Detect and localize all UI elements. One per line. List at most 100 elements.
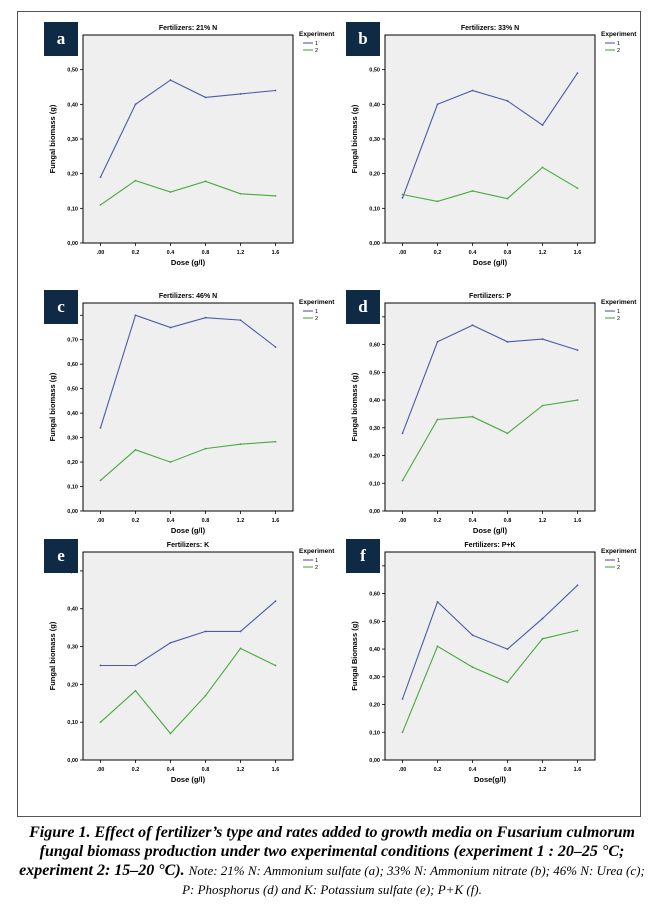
data-point	[471, 415, 474, 418]
data-point	[576, 187, 579, 190]
y-tick-label: 0,30	[369, 426, 380, 432]
legend-entry: 2	[617, 48, 620, 54]
data-point	[99, 721, 102, 724]
x-tick-label: .00	[399, 250, 407, 256]
data-point	[576, 349, 579, 352]
data-point	[99, 203, 102, 206]
series-line-1	[401, 72, 578, 199]
legend-title: Experiment	[299, 31, 335, 38]
figure-frame: Fertilizers: 21% N 0,00 0,10 0,20 0,30 0,40 0,…	[17, 11, 641, 817]
x-tick-label: 0.2	[434, 250, 442, 256]
y-axis-label: Fungal biomass (g)	[48, 621, 57, 690]
x-tick-label: 1.6	[574, 767, 582, 773]
y-tick-label: 0,50	[369, 370, 380, 376]
series-line-2	[100, 179, 276, 206]
panel-letter-badge: f	[346, 539, 380, 573]
data-point	[506, 681, 509, 684]
data-point	[239, 192, 242, 195]
data-point	[506, 197, 509, 200]
series-line-2	[402, 399, 578, 481]
data-point	[401, 479, 404, 482]
x-tick-label: 0.8	[202, 767, 210, 773]
x-tick-label: 0.4	[469, 518, 478, 524]
plot-area	[82, 34, 294, 244]
series-line-2	[100, 647, 276, 735]
x-tick-label: 1.6	[272, 250, 280, 256]
chart-d: Fertilizers: P 0,00 0,10 0,20 0,30 0,40 0,50 0,…	[350, 293, 637, 535]
series-line-1	[401, 324, 578, 434]
data-point	[274, 89, 277, 92]
x-tick-label: 0.4	[469, 250, 478, 256]
data-point	[576, 399, 579, 401]
x-tick-label: 0.4	[167, 767, 176, 773]
y-tick-label: 0,30	[67, 645, 78, 651]
panel-d: Fertilizers: P 0,00 0,10 0,20 0,30 0,40 0,50 0,…	[330, 285, 637, 541]
y-tick-label: 0,30	[369, 675, 380, 681]
x-tick-label: 1.2	[237, 518, 245, 524]
y-tick-label: 0,50	[67, 68, 78, 74]
chart-c: Fertilizers: 46% N 0,00 0,10 0,20 0,30 0,40 0,…	[48, 293, 335, 535]
y-tick-label: 0,40	[67, 607, 78, 613]
x-axis-label: Dose (g/l)	[473, 526, 508, 535]
x-tick-label: 1.6	[574, 250, 582, 256]
data-point	[99, 426, 102, 429]
data-point	[541, 124, 544, 127]
caption-note-text: Note: 21% N: Ammonium sulfate (a); 33% N…	[182, 863, 645, 897]
panel-e: Fertilizers: K0,000,100,200,300,400,50.0…	[28, 534, 335, 790]
data-point	[204, 180, 207, 183]
data-point	[169, 191, 172, 193]
data-point	[576, 584, 579, 587]
panel-letter-badge: e	[44, 539, 78, 573]
plot-area	[82, 551, 294, 761]
y-tick-label: 0,20	[67, 172, 78, 178]
panel-f: Fertilizers: P+K 0,00 0,10 0,20 0,30 0,40 0,50…	[330, 534, 637, 790]
y-tick-label: 0,00	[369, 758, 380, 764]
panel-letter-badge: c	[44, 290, 78, 324]
data-point	[576, 629, 579, 632]
legend-title: Experiment	[601, 299, 637, 306]
data-point	[99, 479, 102, 482]
x-tick-label: 0.4	[167, 518, 176, 524]
series-line-1	[100, 600, 276, 667]
x-tick-label: 1.6	[272, 767, 280, 773]
legend-entry: 2	[315, 48, 318, 54]
data-point	[401, 731, 404, 734]
y-tick-label: 0,50	[67, 387, 78, 393]
y-tick-label: 0,60	[369, 343, 380, 349]
legend-entry: 1	[617, 558, 620, 564]
y-tick-label: 0,10	[67, 485, 78, 491]
data-point	[274, 600, 277, 603]
legend-title: Experiment	[299, 299, 335, 306]
chart-title: Fertilizers: 46% N	[159, 293, 217, 300]
x-tick-label: 0.8	[202, 518, 210, 524]
y-tick-label: 0,00	[67, 758, 78, 764]
data-point	[541, 338, 544, 340]
y-tick-label: 0,20	[369, 454, 380, 460]
x-tick-label: 0.4	[469, 767, 478, 773]
y-tick-label: 0,10	[67, 206, 78, 212]
data-point	[506, 340, 509, 343]
x-tick-label: .00	[399, 518, 407, 524]
x-tick-label: 1.6	[574, 518, 582, 524]
data-point	[541, 404, 544, 407]
y-tick-label: 0,40	[369, 102, 380, 108]
y-tick-label: 0,30	[67, 436, 78, 442]
data-point	[541, 166, 544, 169]
y-axis-label: Fungal biomass (g)	[48, 372, 57, 441]
x-axis-label: Dose (g/l)	[171, 775, 206, 784]
chart-title: Fertilizers: 21% N	[159, 25, 217, 32]
data-point	[401, 197, 404, 199]
x-axis-label: Dose (g/l)	[473, 258, 508, 267]
data-point	[169, 641, 172, 644]
y-tick-label: 0,50	[369, 619, 380, 625]
chart-title: Fertilizers: P+K	[464, 542, 515, 549]
x-tick-label: 0.4	[167, 250, 176, 256]
legend-entry: 2	[617, 565, 620, 571]
x-tick-label: 1.2	[237, 250, 245, 256]
legend-entry: 1	[617, 41, 620, 47]
y-axis-label: Fungal biomass (g)	[350, 372, 359, 441]
x-tick-label: 0.8	[202, 250, 210, 256]
data-point	[169, 79, 172, 81]
data-point	[134, 448, 137, 451]
data-point	[436, 418, 439, 421]
